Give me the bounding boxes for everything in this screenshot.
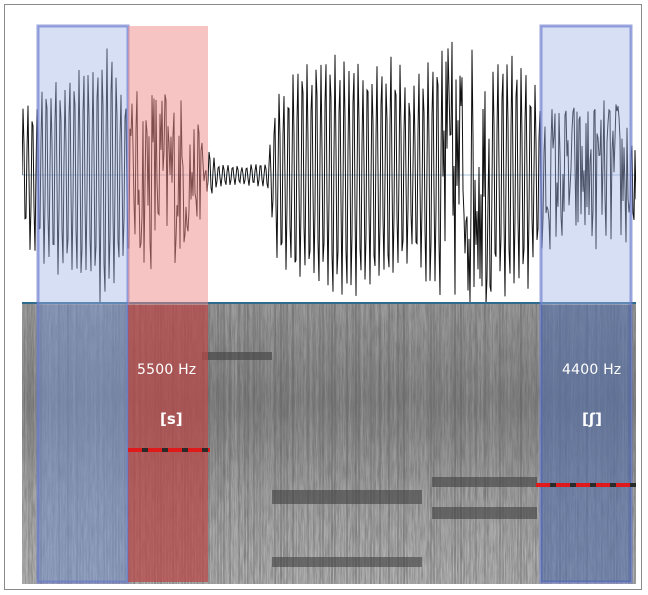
waveform-trace (22, 41, 636, 305)
left-band-spectro-tint (38, 305, 128, 582)
right-band-spectro-tint (541, 305, 631, 582)
right-blue-band-sh (539, 24, 633, 584)
red-band-s (128, 26, 208, 582)
speech-figure: 5500 Hz [s] 4400 Hz [ʃ] (22, 22, 636, 584)
waveform-spectrogram-image (22, 22, 636, 584)
frequency-label-sh: 4400 Hz (562, 362, 622, 378)
phoneme-label-s: [s] (160, 410, 183, 428)
figure-frame (4, 4, 642, 590)
red-band-spectro-tint (128, 305, 208, 582)
left-blue-band (36, 24, 130, 584)
frequency-label-s: 5500 Hz (137, 362, 197, 378)
phoneme-label-sh: [ʃ] (582, 410, 602, 428)
